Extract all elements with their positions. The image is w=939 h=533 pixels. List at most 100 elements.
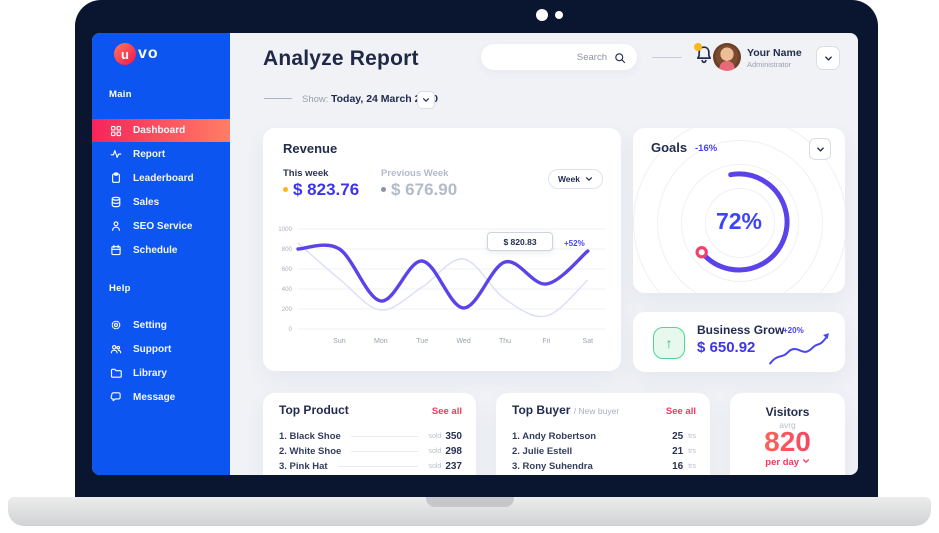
- visitors-per-day[interactable]: per day: [730, 457, 845, 468]
- buyer-trs-value: 21: [672, 446, 684, 457]
- sidebar-item-label: SEO Service: [133, 220, 193, 232]
- sidebar-item-dashboard[interactable]: Dashboard: [92, 119, 230, 142]
- sidebar-item-seo-service[interactable]: SEO Service: [92, 214, 230, 238]
- this-week-value: $ 823.76: [283, 180, 359, 200]
- show-decor-line: [264, 98, 292, 99]
- leaderboard-clipboard-icon: [109, 172, 122, 185]
- business-grow-title: Business Grow: [697, 323, 785, 337]
- revenue-line-chart: 0 200 400 600 800 1000 Sun Mon Tue Wed Thu Fri Sat: [278, 226, 605, 345]
- app-logo[interactable]: u vo: [114, 43, 159, 65]
- sidebar-item-support[interactable]: Support: [92, 337, 230, 361]
- sidebar-item-label: Message: [133, 391, 176, 403]
- business-grow-value: $ 650.92: [697, 339, 756, 356]
- goals-chevron-button[interactable]: [809, 138, 831, 160]
- laptop-base: [8, 497, 931, 526]
- date-filter-chevron-button[interactable]: [417, 91, 435, 109]
- buyer-trs-value: 25: [672, 431, 684, 442]
- product-row[interactable]: 2. White Shoe sold 298: [279, 444, 462, 459]
- grow-mini-chart: [769, 333, 829, 365]
- support-users-icon: [109, 343, 122, 356]
- seo-user-icon: [109, 220, 122, 233]
- goals-card: Goals -16% 72%: [633, 128, 845, 293]
- message-chat-icon: [109, 391, 122, 404]
- chart-percent-badge: +52%: [564, 239, 585, 248]
- sidebar-item-leaderboard[interactable]: Leaderboard: [92, 166, 230, 190]
- show-label: Show:: [302, 94, 329, 105]
- svg-text:Sun: Sun: [333, 338, 346, 345]
- trs-label: trs: [688, 463, 696, 470]
- yellow-dot: [283, 187, 288, 192]
- sold-label: sold: [428, 463, 442, 470]
- chevron-down-icon: [802, 459, 809, 464]
- sidebar-item-sales[interactable]: Sales: [92, 190, 230, 214]
- top-buyer-card: Top Buyer / New buyer See all 1. Andy Ro…: [496, 393, 710, 475]
- main-content: Analyze Report Your Name Administrator S…: [230, 33, 858, 475]
- see-all-link[interactable]: See all: [431, 406, 462, 417]
- svg-text:Mon: Mon: [374, 338, 388, 345]
- product-sold-value: 237: [445, 461, 462, 472]
- buyer-row[interactable]: 1. Andy Robertson 25 trs: [512, 429, 696, 444]
- grow-arrow-up-icon: ↑: [653, 327, 685, 359]
- visitors-value: 820: [730, 426, 845, 458]
- search-icon[interactable]: [614, 51, 626, 69]
- buyer-name: 2. Julie Estell: [512, 446, 573, 457]
- revenue-card: Revenue This week $ 823.76 Previous Week…: [263, 128, 621, 371]
- laptop-base-notch: [425, 497, 514, 507]
- sidebar-item-label: Sales: [133, 196, 160, 208]
- svg-text:400: 400: [282, 286, 293, 293]
- notification-bell-icon[interactable]: [694, 43, 713, 65]
- row-divider: [351, 451, 419, 452]
- sidebar-item-report[interactable]: Report: [92, 142, 230, 166]
- date-filter-value: Today, 24 March 2020: [331, 93, 438, 105]
- ring-handle[interactable]: [695, 245, 708, 259]
- product-sold-value: 350: [445, 431, 462, 442]
- previous-week-value: $ 676.90: [381, 180, 457, 200]
- laptop-screen-frame: u vo Main Dashboard Report Leaderboard: [75, 0, 878, 497]
- gray-dot: [381, 187, 386, 192]
- product-row[interactable]: 1. Black Shoe sold 350: [279, 429, 462, 444]
- range-select-button[interactable]: Week: [547, 169, 603, 189]
- sidebar-item-message[interactable]: Message: [92, 385, 230, 409]
- visitors-avrg-label: avrg: [779, 420, 796, 430]
- revenue-chart-area: 0 200 400 600 800 1000 Sun Mon Tue Wed Thu Fri Sat $…: [271, 220, 609, 355]
- dashboard-grid-icon: [109, 124, 122, 137]
- user-menu-chevron-button[interactable]: [816, 46, 840, 70]
- sidebar-item-schedule[interactable]: Schedule: [92, 238, 230, 262]
- svg-text:1000: 1000: [278, 226, 292, 233]
- header-divider: [652, 57, 682, 58]
- revenue-title: Revenue: [283, 141, 338, 156]
- this-week-label: This week: [283, 168, 329, 179]
- top-product-card: Top Product See all 1. Black Shoe sold 350…: [263, 393, 476, 475]
- row-divider: [350, 436, 419, 437]
- svg-text:Fri: Fri: [542, 338, 551, 345]
- svg-text:800: 800: [282, 246, 293, 253]
- settings-gear-icon: [109, 319, 122, 332]
- schedule-calendar-icon: [109, 244, 122, 257]
- svg-text:Wed: Wed: [456, 338, 470, 345]
- page-title: Analyze Report: [263, 47, 419, 70]
- visitors-card: Visitors avrg 820 per day: [730, 393, 845, 475]
- top-buyer-title: Top Buyer / New buyer: [512, 403, 620, 417]
- svg-text:600: 600: [282, 266, 293, 273]
- sidebar-item-label: Dashboard: [133, 125, 186, 136]
- sidebar-item-label: Leaderboard: [133, 172, 194, 184]
- svg-text:200: 200: [282, 306, 293, 313]
- user-avatar[interactable]: [713, 43, 741, 71]
- product-name: 2. White Shoe: [279, 446, 342, 457]
- sidebar-item-library[interactable]: Library: [92, 361, 230, 385]
- previous-week-label: Previous Week: [381, 168, 449, 179]
- buyer-row[interactable]: 3. Rony Suhendra 16 trs: [512, 459, 696, 474]
- buyer-row[interactable]: 2. Julie Estell 21 trs: [512, 444, 696, 459]
- sidebar-item-label: Report: [133, 148, 166, 160]
- sidebar-item-setting[interactable]: Setting: [92, 313, 230, 337]
- report-activity-icon: [109, 148, 122, 161]
- goals-title: Goals: [651, 140, 688, 155]
- search-input[interactable]: [481, 44, 637, 70]
- see-all-link[interactable]: See all: [665, 406, 696, 417]
- user-role: Administrator: [747, 60, 792, 69]
- product-row[interactable]: 3. Pink Hat sold 237: [279, 459, 462, 474]
- sidebar-item-label: Setting: [133, 319, 167, 331]
- decor-circle: [633, 128, 845, 293]
- notification-badge: [694, 43, 702, 51]
- logo-text: vo: [138, 45, 159, 62]
